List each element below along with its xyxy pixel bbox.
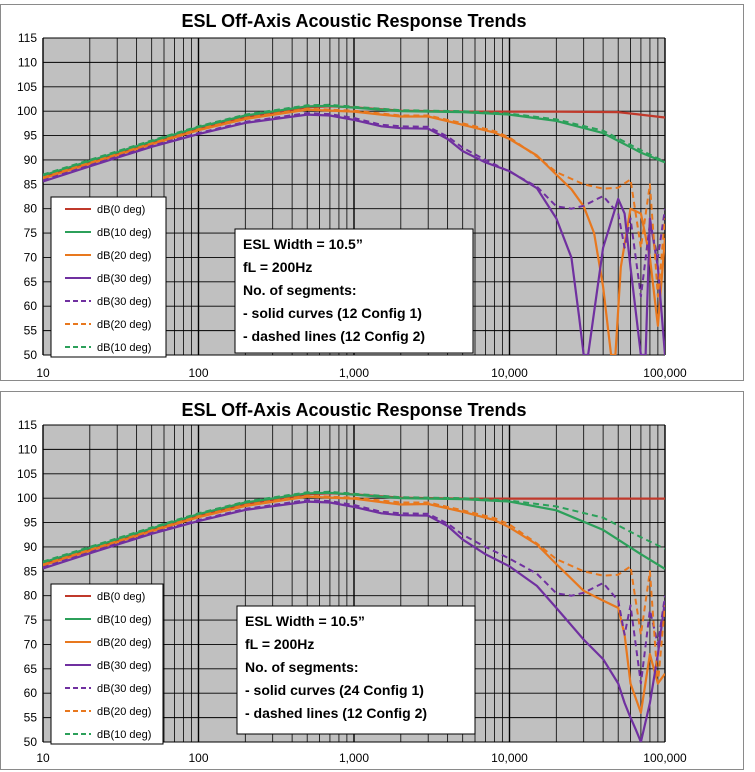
c0-annotation-line: - dashed lines (12 Config 2) bbox=[243, 328, 425, 344]
c1-y-tick-label: 105 bbox=[17, 467, 37, 481]
c0-y-tick-label: 75 bbox=[24, 226, 38, 240]
c1-y-tick-label: 65 bbox=[24, 662, 38, 676]
c1-series-line-4 bbox=[43, 499, 665, 685]
c0-legend: dB(0 deg) dB(10 deg) dB(20 deg) dB(30 deg) d… bbox=[50, 196, 167, 358]
c0-x-tick-label: 10 bbox=[36, 366, 50, 380]
c1-x-tick-label: 100,000 bbox=[643, 751, 687, 765]
c1-legend-label: dB(0 deg) bbox=[97, 591, 145, 603]
chart-panel-top: ESL Off-Axis Acoustic Response Trends 50 5… bbox=[0, 4, 744, 381]
c1-annotation-line: - solid curves (24 Config 1) bbox=[245, 682, 424, 698]
c1-legend-label: dB(10 deg) bbox=[97, 614, 151, 626]
c0-x-tick-label: 10,000 bbox=[491, 366, 528, 380]
c1-chart-title: ESL Off-Axis Acoustic Response Trends bbox=[181, 400, 526, 420]
c0-y-tick-label: 60 bbox=[24, 299, 38, 313]
c1-x-tick-label: 100 bbox=[188, 751, 208, 765]
c1-y-tick-label: 100 bbox=[17, 491, 37, 505]
c1-y-tick-label: 95 bbox=[24, 516, 38, 530]
c1-y-tick-label: 50 bbox=[24, 735, 38, 749]
c1-x-tick-label: 10 bbox=[36, 751, 50, 765]
c1-y-tick-label: 110 bbox=[18, 442, 37, 456]
c0-y-tick-label: 115 bbox=[18, 31, 37, 45]
c1-y-tick-label: 55 bbox=[24, 711, 38, 725]
c1-legend-label: dB(10 deg) bbox=[97, 729, 151, 741]
chart-panel-bottom: ESL Off-Axis Acoustic Response Trends 50 5… bbox=[0, 391, 744, 770]
c1-annotation-line: ESL Width = 10.5” bbox=[245, 613, 365, 629]
c1-annotation-box bbox=[236, 605, 476, 735]
c1-series-line-3 bbox=[43, 500, 665, 742]
c0-series-group bbox=[43, 103, 665, 355]
c1-legend-label: dB(30 deg) bbox=[97, 683, 151, 695]
c1-series-line-6 bbox=[43, 490, 665, 563]
c0-y-tick-label: 95 bbox=[24, 129, 38, 143]
c0-y-tick-label: 70 bbox=[24, 250, 38, 264]
c1-y-tick-label: 115 bbox=[18, 418, 37, 432]
c0-annotation-line: No. of segments: bbox=[243, 282, 357, 298]
chart-svg-top: ESL Off-Axis Acoustic Response Trends 50 5… bbox=[17, 11, 687, 380]
c0-y-tick-label: 105 bbox=[17, 80, 37, 94]
c0-annotation-line: - solid curves (12 Config 1) bbox=[243, 305, 422, 321]
c0-annotation: ESL Width = 10.5” fL = 200Hz No. of segmen… bbox=[234, 228, 474, 354]
c0-series-line-5 bbox=[43, 107, 665, 298]
c1-y-tick-label: 60 bbox=[24, 686, 38, 700]
c1-series-group bbox=[43, 490, 665, 742]
c1-y-tick-label: 80 bbox=[24, 589, 38, 603]
c0-y-tick-label: 85 bbox=[24, 177, 38, 191]
c0-y-tick-label: 55 bbox=[24, 324, 38, 338]
c1-annotation-line: - dashed lines (12 Config 2) bbox=[245, 705, 427, 721]
c0-legend-label: dB(20 deg) bbox=[97, 319, 151, 331]
c0-chart-title: ESL Off-Axis Acoustic Response Trends bbox=[181, 11, 526, 31]
c0-x-tick-label: 1,000 bbox=[339, 366, 369, 380]
c1-y-tick-label: 75 bbox=[24, 613, 38, 627]
c1-y-tick-label: 90 bbox=[24, 540, 38, 554]
c0-series-line-6 bbox=[43, 103, 665, 176]
c0-y-tick-label: 50 bbox=[24, 348, 38, 362]
c1-y-tick-label: 70 bbox=[24, 637, 38, 651]
c0-y-tick-label: 110 bbox=[18, 55, 37, 69]
c0-x-tick-label: 100,000 bbox=[643, 366, 687, 380]
c0-annotation-line: fL = 200Hz bbox=[243, 259, 312, 275]
c1-annotation: ESL Width = 10.5” fL = 200Hz No. of segmen… bbox=[236, 605, 476, 735]
c1-legend-label: dB(30 deg) bbox=[97, 660, 151, 672]
c0-series-line-4 bbox=[43, 112, 665, 298]
c1-y-tick-label: 85 bbox=[24, 564, 38, 578]
c1-annotation-line: fL = 200Hz bbox=[245, 636, 314, 652]
c0-legend-label: dB(10 deg) bbox=[97, 342, 151, 354]
c0-y-tick-label: 90 bbox=[24, 153, 38, 167]
c1-annotation-line: No. of segments: bbox=[245, 659, 359, 675]
c0-annotation-line: ESL Width = 10.5” bbox=[243, 236, 363, 252]
c0-legend-label: dB(0 deg) bbox=[97, 204, 145, 216]
c1-series-line-5 bbox=[43, 494, 665, 685]
c0-y-tick-label: 100 bbox=[17, 104, 37, 118]
c1-legend-label: dB(20 deg) bbox=[97, 706, 151, 718]
c0-legend-label: dB(30 deg) bbox=[97, 273, 151, 285]
c0-legend-label: dB(10 deg) bbox=[97, 227, 151, 239]
c0-annotation-box bbox=[234, 228, 474, 354]
c1-x-tick-label: 1,000 bbox=[339, 751, 369, 765]
chart-svg-bottom: ESL Off-Axis Acoustic Response Trends 50 5… bbox=[17, 400, 687, 765]
c1-legend-label: dB(20 deg) bbox=[97, 637, 151, 649]
c0-legend-label: dB(20 deg) bbox=[97, 250, 151, 262]
c0-x-tick-label: 100 bbox=[188, 366, 208, 380]
c0-y-tick-label: 65 bbox=[24, 275, 38, 289]
c0-legend-label: dB(30 deg) bbox=[97, 296, 151, 308]
c1-x-tick-label: 10,000 bbox=[491, 751, 528, 765]
c1-legend: dB(0 deg) dB(10 deg) dB(20 deg) dB(30 deg) d… bbox=[50, 583, 164, 745]
c0-y-tick-label: 80 bbox=[24, 202, 38, 216]
